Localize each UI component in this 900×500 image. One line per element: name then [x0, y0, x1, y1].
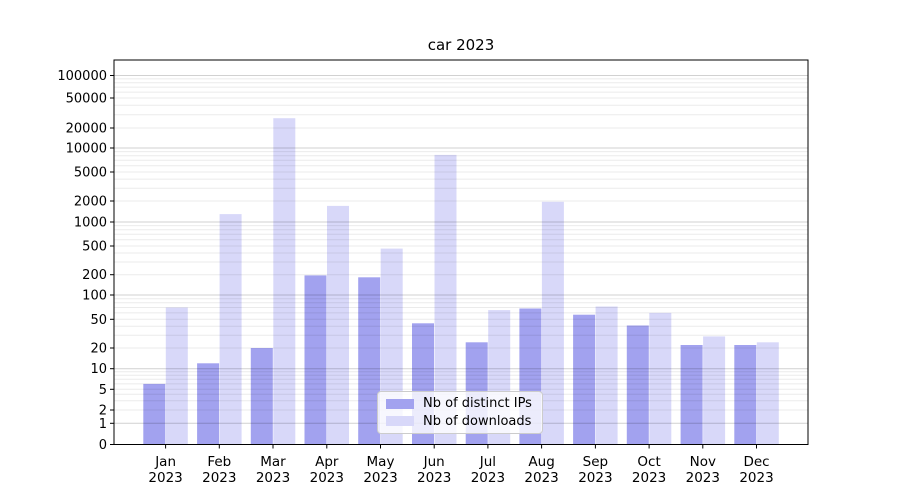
y-tick-label: 5 [99, 383, 107, 398]
legend-row-distinct-ips: Nb of distinct IPs [378, 396, 542, 411]
bar-distinct-ips-sep [573, 314, 596, 445]
bar-distinct-ips-nov [680, 345, 703, 445]
bar-downloads-apr [327, 205, 349, 445]
x-tick-label-month: Mar [260, 454, 286, 470]
bar-downloads-mar [273, 118, 296, 445]
x-tick-label-month: Dec [743, 454, 769, 470]
y-tick-label: 10 [90, 362, 107, 377]
y-tick-label: 500 [82, 240, 107, 255]
x-tick-label-year: 2023 [310, 470, 344, 486]
x-tick-label-year: 2023 [256, 470, 290, 486]
bar-downloads-jun [434, 154, 457, 445]
y-tick-label: 1 [99, 417, 107, 432]
x-tick-label-year: 2023 [686, 470, 720, 486]
legend-label-distinct-ips: Nb of distinct IPs [423, 396, 532, 412]
legend-label-downloads: Nb of downloads [423, 413, 532, 429]
x-tick-label-month: Aug [528, 454, 554, 470]
x-tick-label-month: Apr [315, 454, 339, 470]
x-tick-label-year: 2023 [524, 470, 558, 486]
y-tick-label: 10000 [66, 142, 107, 157]
legend: Nb of distinct IPs Nb of downloads [377, 391, 543, 434]
x-tick-label-month: Jul [479, 454, 496, 470]
bar-downloads-feb [219, 214, 242, 445]
y-tick-label: 20000 [66, 122, 107, 137]
y-tick-label: 100000 [57, 69, 107, 84]
legend-swatch-downloads [386, 416, 414, 427]
x-tick-label-year: 2023 [417, 470, 451, 486]
x-tick-label-month: Sep [583, 454, 608, 470]
chart-title: car 2023 [427, 36, 495, 54]
bar-downloads-dec [756, 342, 779, 445]
y-tick-label: 1000 [74, 216, 107, 231]
x-tick-label-year: 2023 [739, 470, 773, 486]
bar-distinct-ips-may [358, 277, 381, 445]
bar-distinct-ips-apr [304, 275, 327, 445]
legend-swatch-distinct-ips [386, 398, 414, 409]
x-tick-label-year: 2023 [148, 470, 182, 486]
y-tick-label: 50000 [66, 92, 107, 107]
x-tick-label-month: Nov [690, 454, 716, 470]
y-tick-label: 0 [99, 438, 107, 453]
x-tick-label-year: 2023 [202, 470, 236, 486]
x-tick-label-month: Jun [423, 454, 445, 470]
legend-row-downloads: Nb of downloads [378, 414, 542, 429]
x-tick-label-year: 2023 [471, 470, 505, 486]
x-tick-label-year: 2023 [363, 470, 397, 486]
y-tick-label: 2 [99, 404, 107, 419]
bar-downloads-sep [595, 306, 618, 445]
y-tick-label: 5000 [74, 166, 107, 181]
x-tick-label-month: May [367, 454, 395, 470]
y-tick-label: 200 [82, 268, 107, 283]
y-tick-label: 2000 [74, 195, 107, 210]
bar-downloads-jan [165, 307, 188, 445]
axes-frame [113, 59, 809, 445]
bar-distinct-ips-jan [143, 383, 166, 445]
bar-distinct-ips-oct [626, 325, 649, 445]
x-tick-label-month: Jan [154, 454, 176, 470]
y-tick-label: 50 [90, 313, 107, 328]
bar-distinct-ips-dec [734, 345, 757, 445]
x-tick-label-year: 2023 [632, 470, 666, 486]
y-tick-label: 100 [82, 289, 107, 304]
bar-distinct-ips-feb [197, 363, 220, 445]
bar-downloads-aug [541, 201, 564, 445]
bar-downloads-oct [649, 312, 672, 445]
bar-distinct-ips-mar [250, 348, 273, 445]
x-tick-label-month: Feb [207, 454, 231, 470]
x-tick-label-year: 2023 [578, 470, 612, 486]
bar-downloads-nov [703, 336, 726, 445]
x-tick-label-month: Oct [637, 454, 660, 470]
y-tick-label: 20 [90, 342, 107, 357]
